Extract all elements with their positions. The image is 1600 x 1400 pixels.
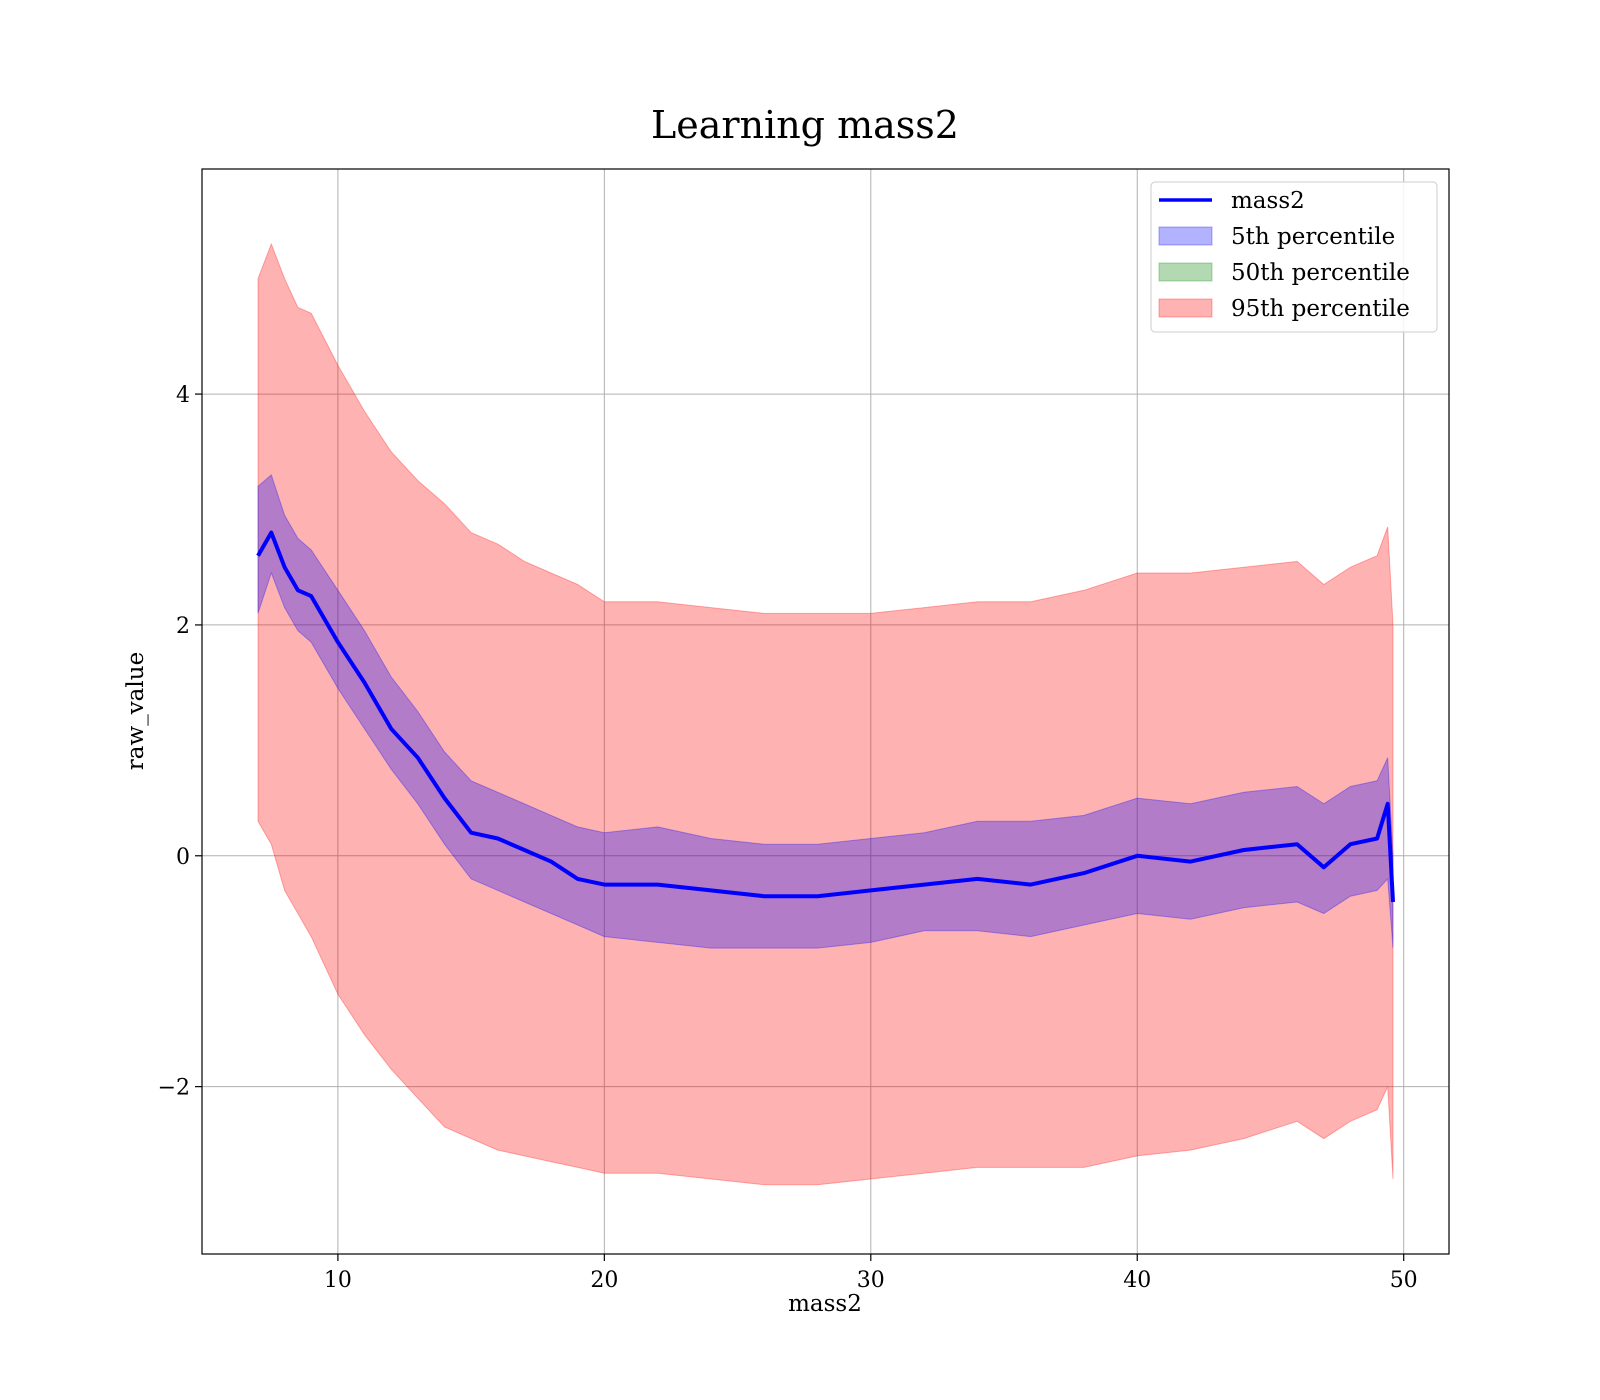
x-tick-label-4: 50 <box>1390 1268 1418 1293</box>
y-tick-label-1: 0 <box>176 845 190 870</box>
line-mass2 <box>256 530 1395 903</box>
y-tick-label-0: −2 <box>158 1076 190 1101</box>
y-axis-ticks: −2 0 2 4 <box>158 383 202 1101</box>
legend-box <box>1150 181 1438 333</box>
legend-label-2: 50th percentile <box>1231 260 1410 286</box>
legend-label-0: mass2 <box>1231 188 1305 214</box>
x-tick-label-0: 10 <box>324 1268 352 1293</box>
legend: mass2 5th percentile 50th percentile 95t… <box>1150 181 1438 333</box>
legend-label-3: 95th percentile <box>1231 296 1410 322</box>
percentile-bands <box>257 242 1394 1186</box>
legend-label-1: 5th percentile <box>1231 224 1395 250</box>
legend-swatch-95th <box>1158 298 1213 318</box>
legend-swatch-50th <box>1158 262 1213 282</box>
x-tick-label-3: 40 <box>1123 1268 1151 1293</box>
plot-area-frame <box>201 168 1450 1255</box>
y-tick-label-2: 2 <box>176 614 190 639</box>
x-axis-label: mass2 <box>788 1291 862 1317</box>
legend-swatch-5th <box>1158 226 1213 246</box>
band-95th-percentile <box>257 242 1394 1186</box>
y-tick-label-3: 4 <box>176 383 190 408</box>
x-tick-label-1: 20 <box>590 1268 618 1293</box>
x-tick-label-2: 30 <box>857 1268 885 1293</box>
series-lines <box>256 530 1395 903</box>
chart-title: Learning mass2 <box>651 103 959 147</box>
x-axis-ticks: 10 20 30 40 50 <box>324 1254 1418 1293</box>
y-axis-label: raw_value <box>123 652 149 770</box>
grid-lines <box>202 169 1449 1254</box>
band-5th-percentile <box>257 474 1394 949</box>
